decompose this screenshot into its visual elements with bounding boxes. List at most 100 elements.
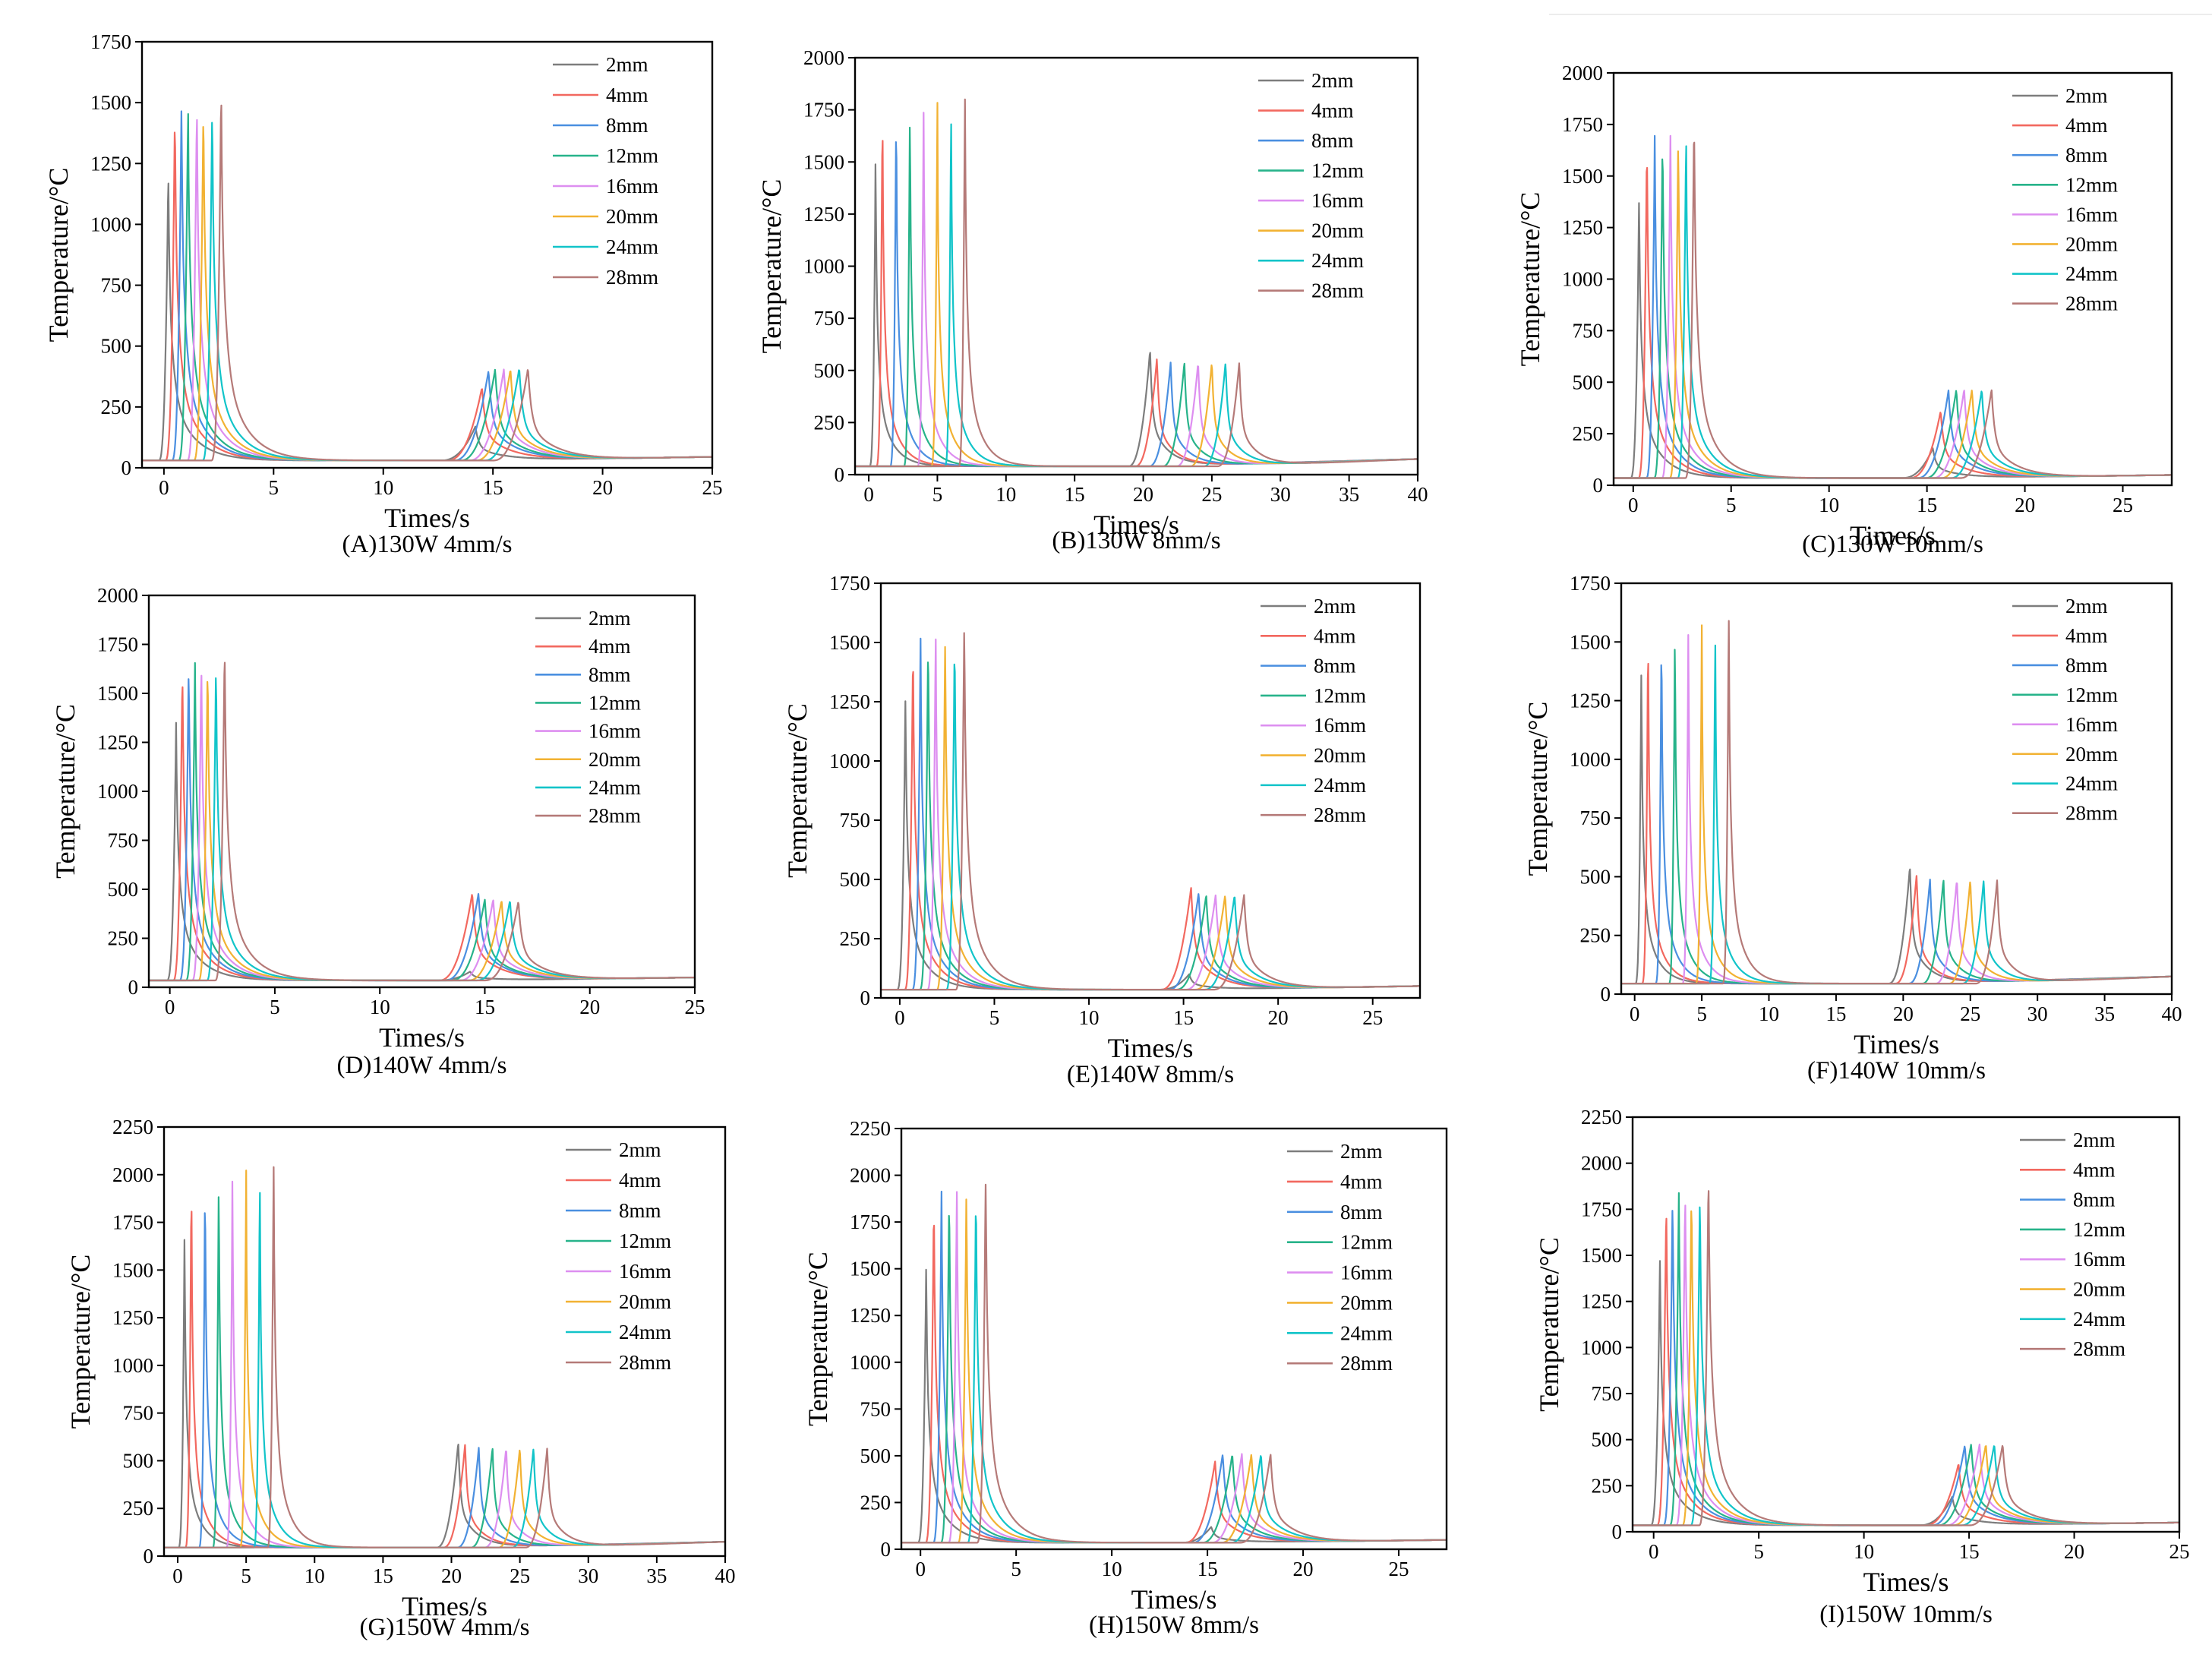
legend: 2mm 4mm 8mm 12mm 16mm 20mm 24mm 28mm xyxy=(2020,1129,2125,1360)
y-tick-label: 0 xyxy=(881,1538,891,1561)
x-tick-label: 0 xyxy=(1630,1002,1640,1025)
y-tick-label: 1500 xyxy=(97,682,138,705)
x-tick-label: 5 xyxy=(1753,1540,1764,1563)
legend-label-28mm: 28mm xyxy=(2065,802,2118,825)
x-axis-label: Times/s xyxy=(1863,1567,1949,1597)
y-tick-label: 1000 xyxy=(90,213,131,235)
series-line-28mm xyxy=(881,632,1420,991)
legend-label-20mm: 20mm xyxy=(1314,744,1366,767)
y-tick-label: 1750 xyxy=(90,30,131,53)
legend-label-2mm: 2mm xyxy=(1311,69,1354,92)
legend-label-28mm: 28mm xyxy=(606,266,658,289)
panel-caption: (F)140W 10mm/s xyxy=(1807,1057,1986,1084)
y-tick-label: 1750 xyxy=(1570,572,1611,595)
legend-label-20mm: 20mm xyxy=(2073,1278,2125,1301)
y-tick-label: 1750 xyxy=(97,633,138,656)
y-axis-label: Temperature/°C xyxy=(1515,192,1545,367)
y-tick-label: 1500 xyxy=(1581,1244,1622,1267)
y-tick-label: 2000 xyxy=(1562,62,1603,84)
y-tick-label: 0 xyxy=(860,987,871,1009)
y-axis-label: Temperature/°C xyxy=(756,179,787,354)
y-tick-label: 250 xyxy=(840,927,871,950)
y-tick-label: 1250 xyxy=(850,1304,891,1327)
y-tick-label: 1000 xyxy=(829,750,870,772)
legend-label-16mm: 16mm xyxy=(1314,714,1366,737)
x-tick-label: 5 xyxy=(1011,1558,1021,1580)
x-tick-label: 25 xyxy=(510,1564,530,1587)
x-tick-label: 0 xyxy=(895,1006,905,1029)
legend-label-8mm: 8mm xyxy=(2065,654,2108,677)
x-tick-label: 40 xyxy=(1408,483,1428,506)
y-tick-label: 500 xyxy=(101,335,132,358)
x-tick-label: 5 xyxy=(932,483,943,506)
x-tick-label: 20 xyxy=(1133,483,1153,506)
x-tick-label: 15 xyxy=(373,1564,393,1587)
x-tick-label: 20 xyxy=(2015,494,2035,516)
y-axis-label: Temperature/°C xyxy=(782,703,813,878)
y-tick-label: 1250 xyxy=(1570,690,1611,712)
x-tick-label: 35 xyxy=(1339,483,1359,506)
y-tick-label: 1500 xyxy=(112,1258,153,1281)
panel-e: 0 5 10 15 20 2502505007501000125015001750Time… xyxy=(782,572,1422,1088)
panel-b: 0 5 10 15 20 25 30 35 40 0 250 500 750 1000 1250 1500 17… xyxy=(756,46,1428,554)
panel-c: 0 5 10 15 20 25025050075010001250150017502000… xyxy=(1515,62,2173,558)
legend-label-16mm: 16mm xyxy=(1340,1261,1393,1284)
x-tick-label: 20 xyxy=(1293,1558,1314,1580)
x-tick-label: 40 xyxy=(715,1564,736,1587)
legend-label-28mm: 28mm xyxy=(588,804,641,827)
series-line-28mm xyxy=(142,104,712,462)
legend-label-4mm: 4mm xyxy=(588,635,631,658)
y-tick-label: 750 xyxy=(860,1397,891,1420)
legend-label-12mm: 12mm xyxy=(1311,159,1364,182)
plot-frame xyxy=(1631,1116,2181,1533)
panel-caption: (B)130W 8mm/s xyxy=(1052,527,1220,554)
y-tick-label: 1000 xyxy=(97,780,138,803)
x-tick-label: 20 xyxy=(1268,1006,1289,1029)
y-tick-label: 1750 xyxy=(1581,1198,1622,1220)
x-axis-label: Times/s xyxy=(1850,520,1936,551)
legend-label-16mm: 16mm xyxy=(606,175,658,197)
legend: 2mm 4mm 8mm 12mm 16mm 20mm 24mm 28mm xyxy=(1261,595,1366,826)
y-tick-label: 1000 xyxy=(112,1354,153,1377)
x-tick-label: 0 xyxy=(165,996,175,1018)
legend: 2mm 4mm 8mm 12mm 16mm 20mm 24mm 28mm xyxy=(535,607,641,827)
y-tick-label: 750 xyxy=(1580,807,1611,829)
legend-label-28mm: 28mm xyxy=(1311,279,1364,302)
x-tick-label: 20 xyxy=(592,476,613,499)
legend-label-8mm: 8mm xyxy=(619,1199,661,1222)
x-tick-label: 20 xyxy=(1893,1002,1914,1025)
legend-label-2mm: 2mm xyxy=(606,53,648,76)
x-tick-label: 10 xyxy=(1759,1002,1779,1025)
y-tick-label: 0 xyxy=(835,463,845,486)
legend-label-8mm: 8mm xyxy=(1340,1201,1383,1223)
x-axis-label: Times/s xyxy=(1854,1029,1939,1059)
x-tick-label: 25 xyxy=(1362,1006,1383,1029)
y-tick-label: 250 xyxy=(123,1497,154,1520)
legend-label-4mm: 4mm xyxy=(2065,624,2108,647)
series-line-28mm xyxy=(149,661,695,982)
legend-label-12mm: 12mm xyxy=(606,144,658,167)
x-tick-label: 5 xyxy=(241,1564,251,1587)
legend-label-24mm: 24mm xyxy=(606,235,658,258)
panel-f: 0 5 10 15 20 25 30 35 40 0 250 500 750 1000 1250 1500 17… xyxy=(1523,572,2182,1084)
y-tick-label: 500 xyxy=(123,1449,154,1472)
y-tick-label: 750 xyxy=(101,274,132,297)
x-tick-label: 20 xyxy=(579,996,600,1018)
series-group xyxy=(1633,1190,2179,1526)
y-tick-label: 2000 xyxy=(1581,1152,1622,1175)
legend-label-16mm: 16mm xyxy=(1311,189,1364,212)
legend-label-8mm: 8mm xyxy=(606,114,648,137)
y-tick-label: 1750 xyxy=(829,572,870,595)
y-tick-label: 1000 xyxy=(803,255,844,278)
legend-label-2mm: 2mm xyxy=(1340,1140,1383,1163)
y-tick-label: 1750 xyxy=(850,1211,891,1233)
legend-label-24mm: 24mm xyxy=(1314,774,1366,797)
y-tick-label: 750 xyxy=(814,307,845,330)
y-tick-label: 250 xyxy=(1573,422,1604,445)
legend-label-12mm: 12mm xyxy=(2065,173,2118,196)
legend-label-20mm: 20mm xyxy=(1311,219,1364,242)
panel-a: 0 5 10 15 20 2502505007501000125015001750Time… xyxy=(43,30,723,558)
y-axis-label: Temperature/°C xyxy=(65,1255,96,1429)
x-tick-label: 25 xyxy=(1389,1558,1409,1580)
x-tick-label: 5 xyxy=(270,996,280,1018)
